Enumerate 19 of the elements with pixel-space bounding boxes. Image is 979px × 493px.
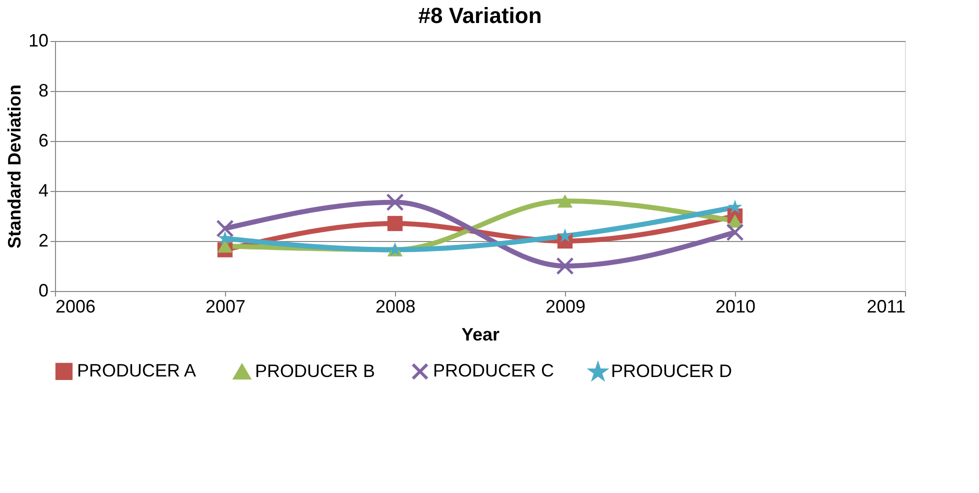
x-tick-label: 2010 [715, 296, 756, 316]
x-axis-title: Year [461, 324, 500, 344]
x-tick-label: 2007 [205, 296, 246, 316]
x-tick-label: 2008 [375, 296, 416, 316]
legend-label: PRODUCER A [77, 360, 196, 380]
x-tick-label: 2011 [866, 296, 906, 316]
y-tick-label: 10 [28, 30, 48, 50]
legend-label: PRODUCER C [433, 360, 554, 380]
x-tick-label: 2009 [545, 296, 586, 316]
y-tick-label: 4 [38, 180, 48, 200]
chart-title: #8 Variation [418, 3, 542, 28]
y-tick-label: 0 [38, 280, 48, 300]
legend-label: PRODUCER B [255, 360, 376, 381]
x-tick-label: 2006 [56, 296, 96, 316]
y-tick-label: 2 [38, 230, 48, 250]
legend-label: PRODUCER D [611, 361, 732, 382]
y-tick-label: 6 [38, 130, 48, 150]
y-axis-title: Standard Deviation [4, 84, 24, 249]
y-tick-label: 8 [38, 80, 48, 100]
